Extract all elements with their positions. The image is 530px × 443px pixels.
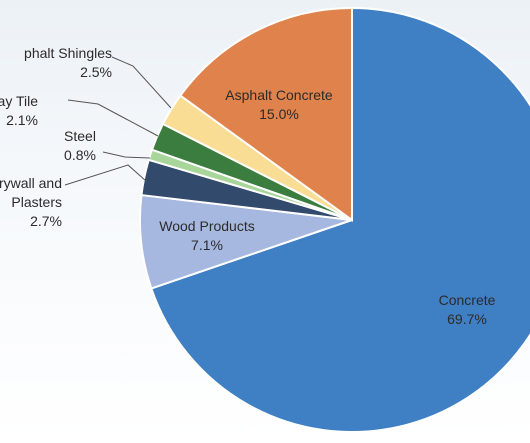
leader-line-rywall-and [64, 164, 147, 186]
pie-slice-concrete [150, 6, 530, 433]
slice-name: and Clay Tile [0, 93, 38, 109]
slice-label-rywall-and: rywall and Plasters 2.7% [0, 175, 62, 229]
slice-name: rywall and [0, 175, 62, 191]
slice-name: Asphalt Concrete [225, 87, 333, 103]
slice-name: phalt Shingles [24, 45, 112, 61]
slice-label-wood-products: Wood Products 7.1% [159, 218, 254, 253]
slice-percent: 0.8% [64, 147, 96, 163]
slice-name: Plasters [11, 194, 62, 210]
slice-label-phalt-shingles: phalt Shingles 2.5% [24, 45, 112, 80]
slice-name: Wood Products [159, 218, 254, 234]
slice-percent: 69.7% [447, 311, 487, 327]
slice-label-and-clay-tile: and Clay Tile 2.1% [0, 93, 38, 128]
slice-labels: Concrete 69.7% Wood Products 7.1% rywall and… [0, 45, 496, 327]
slice-label-asphalt-concrete: Asphalt Concrete 15.0% [225, 87, 333, 122]
slice-label-steel: Steel 0.8% [64, 128, 96, 163]
pie-slices [139, 6, 530, 433]
leader-line-phalt-shingles [111, 56, 172, 109]
slice-name: Steel [64, 128, 96, 144]
leader-line-steel [102, 151, 151, 159]
slice-name: Concrete [439, 292, 496, 308]
slice-percent: 2.5% [80, 64, 112, 80]
slice-percent: 15.0% [259, 106, 299, 122]
slice-percent: 2.7% [30, 213, 62, 229]
leader-line-and-clay-tile [67, 99, 159, 137]
slice-label-concrete: Concrete 69.7% [439, 292, 496, 327]
slice-percent: 7.1% [191, 237, 223, 253]
pie-slice-asphalt-concrete [178, 6, 353, 222]
leader-lines [64, 56, 172, 186]
slice-percent: 2.1% [6, 112, 38, 128]
